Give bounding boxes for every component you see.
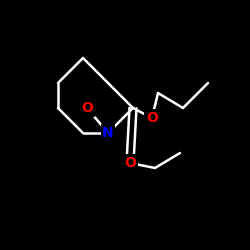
Text: N: N — [102, 126, 114, 140]
Text: O: O — [146, 111, 158, 125]
Text: O: O — [124, 156, 136, 170]
Text: O: O — [81, 101, 93, 115]
